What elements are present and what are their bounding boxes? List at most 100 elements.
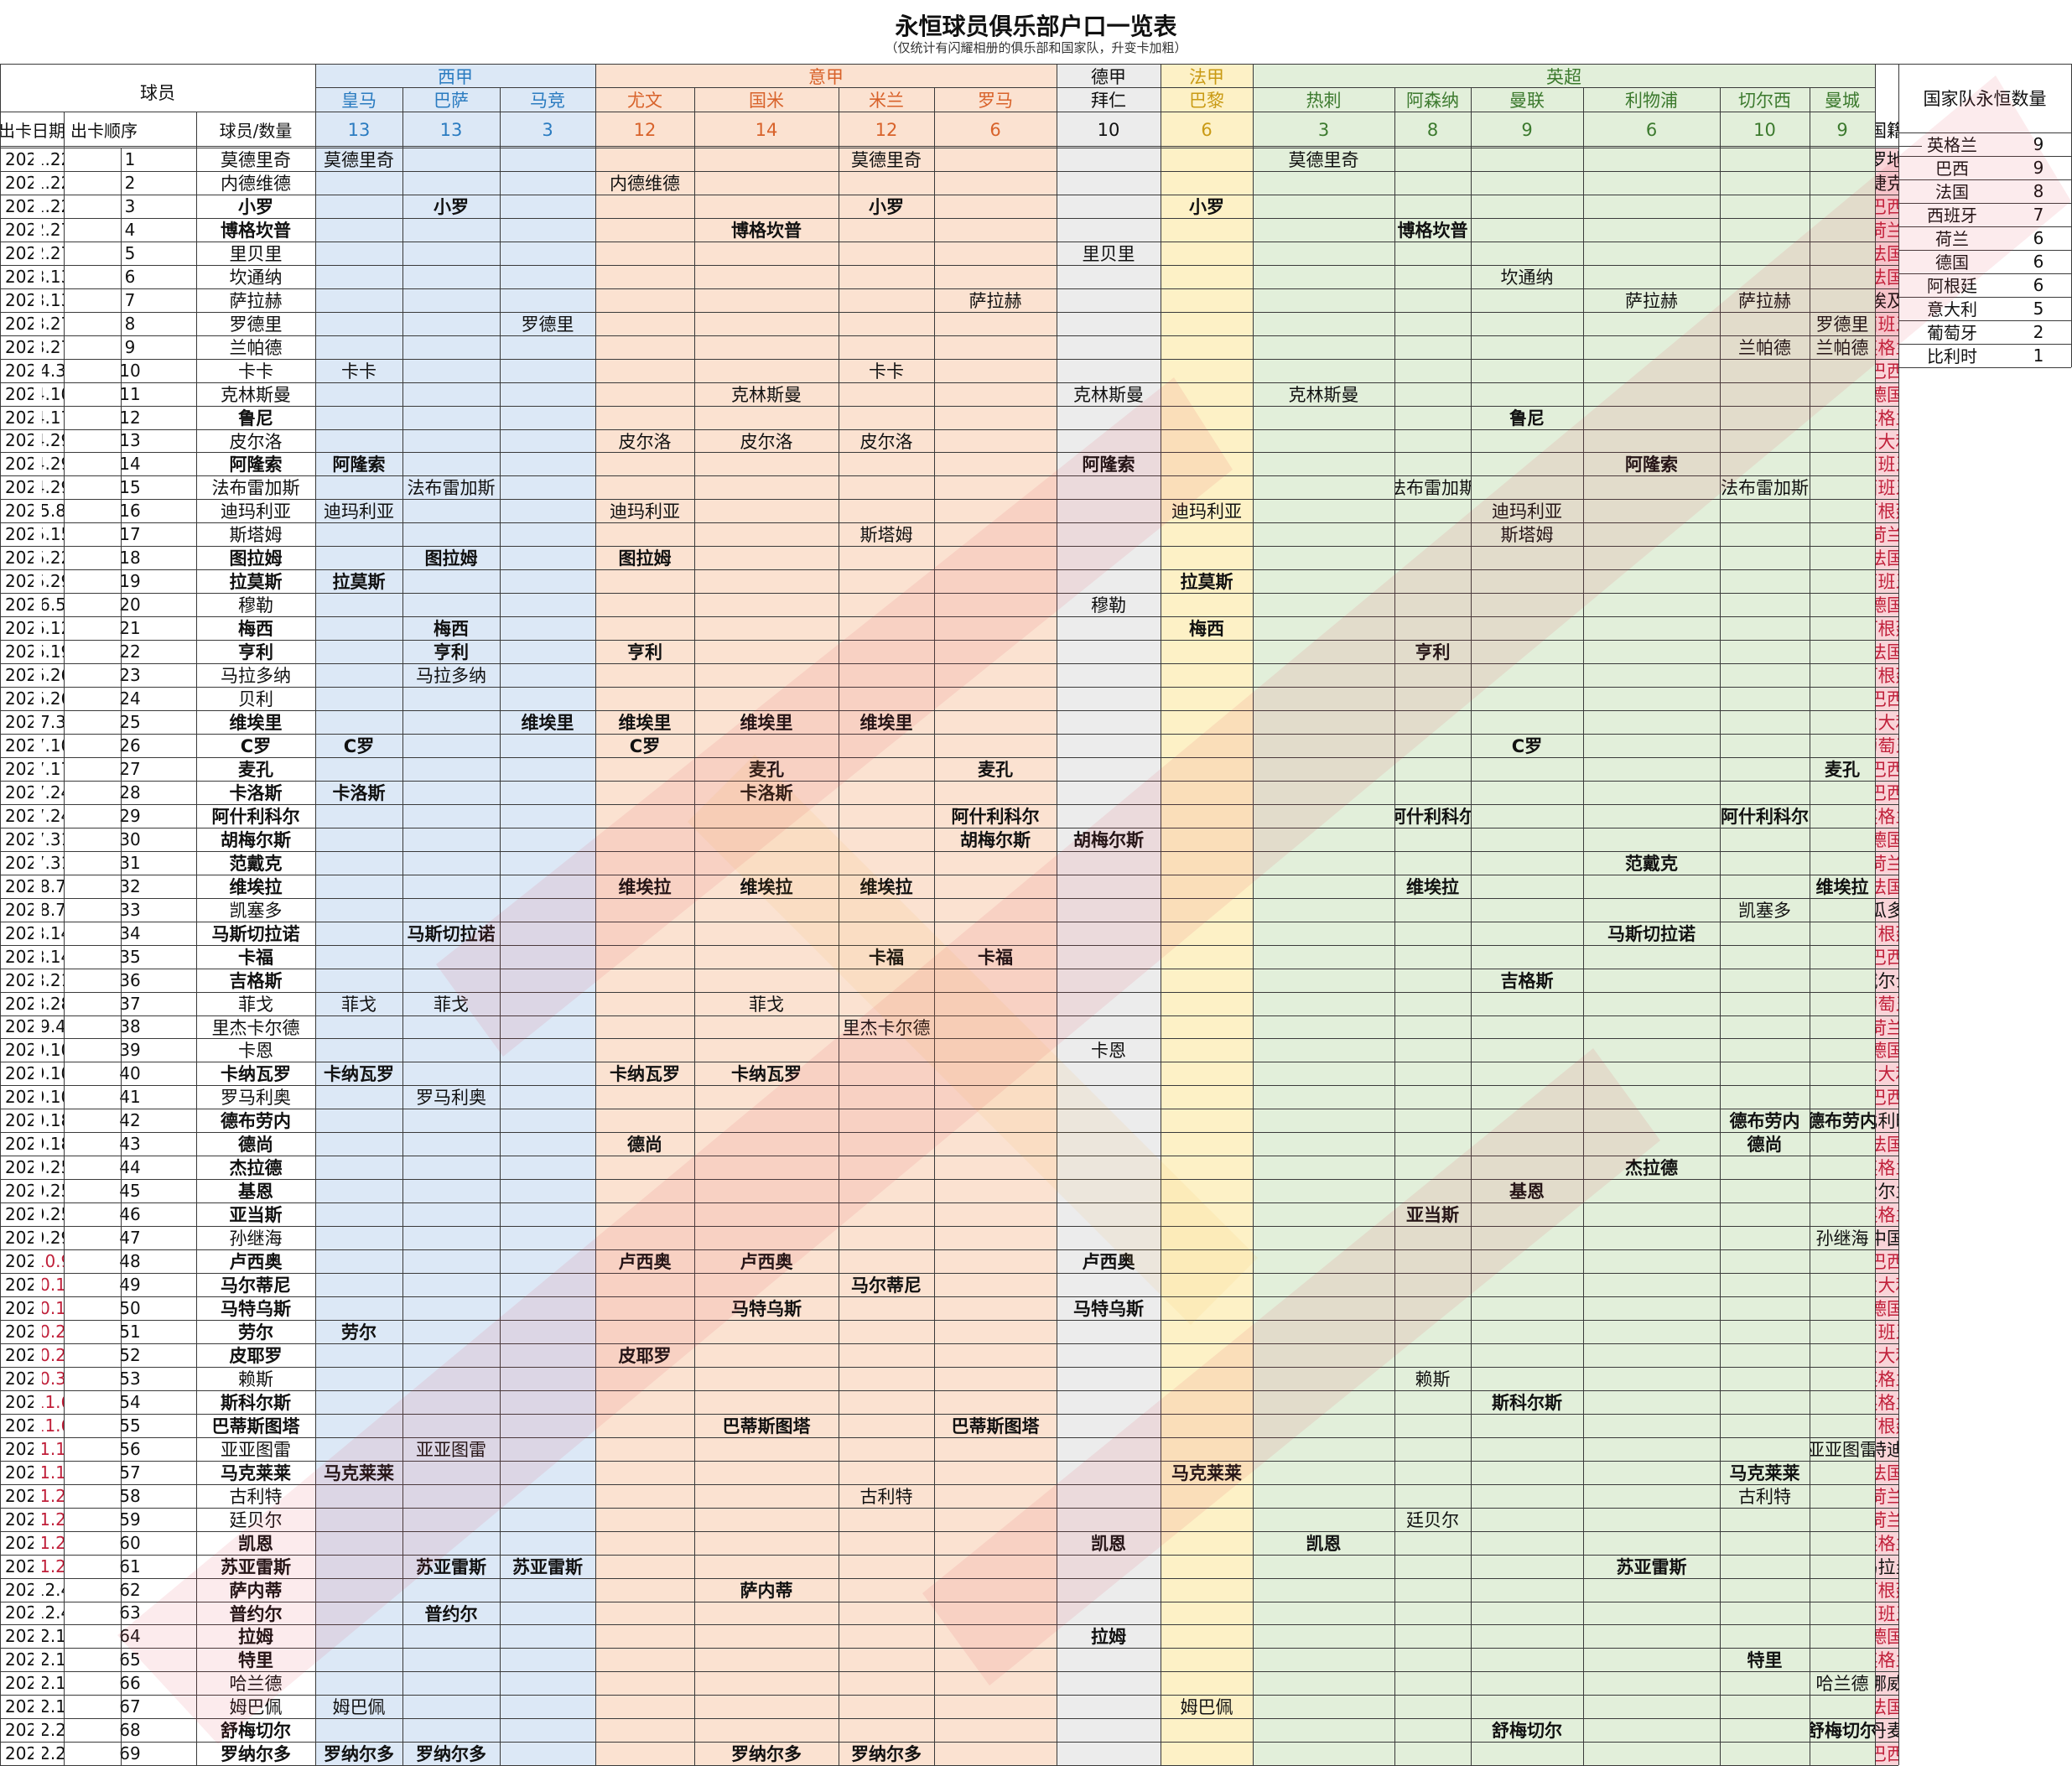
- grid-line: [1898, 156, 2071, 157]
- row-date: 4.17: [42, 407, 64, 428]
- row-player: 卡卡: [238, 361, 273, 382]
- row-player: 马特乌斯: [221, 1299, 291, 1320]
- grid-line: [1875, 65, 1876, 1766]
- club-entry: 克林斯曼: [1288, 384, 1359, 405]
- club-entry: 卡福: [869, 947, 904, 968]
- row-player: 凯塞多: [229, 900, 283, 921]
- row-date: 3.13: [42, 289, 64, 310]
- club-entry: 姆巴佩: [332, 1697, 386, 1718]
- row-player: 马克莱莱: [221, 1462, 291, 1483]
- grid-line: [1898, 344, 2071, 345]
- row-order: 15: [119, 477, 141, 498]
- row-order: 55: [119, 1415, 141, 1436]
- grid-line: [0, 1578, 1898, 1579]
- club-entry: 内德维德: [610, 173, 680, 194]
- row-player: 范戴克: [229, 853, 283, 874]
- row-player: 罗马利奥: [221, 1088, 291, 1109]
- club-count-12: 9: [1521, 119, 1533, 140]
- row-date: 8.14: [42, 946, 64, 967]
- club-entry: 维埃拉: [1815, 876, 1869, 897]
- row-player: 皮尔洛: [229, 431, 283, 452]
- club-entry: 亚当斯: [1406, 1205, 1459, 1226]
- club-count-4: 12: [633, 119, 657, 140]
- club-entry: 姆巴佩: [1180, 1697, 1233, 1718]
- row-date: 9.25: [42, 1204, 64, 1225]
- grid-line: [0, 218, 1898, 219]
- club-entry: 范戴克: [1625, 853, 1678, 874]
- nation-table-count: 9: [2033, 157, 2044, 178]
- row-date: 8.28: [42, 993, 64, 1014]
- club-name-13: 利物浦: [1625, 90, 1678, 111]
- row-order: 7: [124, 289, 136, 310]
- row-order: 43: [119, 1134, 141, 1155]
- row-player: 杰拉德: [229, 1158, 283, 1179]
- row-nationality: 荷兰: [1875, 220, 1898, 241]
- grid-line: [0, 65, 1, 1766]
- row-order: 28: [119, 782, 141, 802]
- club-entry: 萨拉赫: [968, 290, 1022, 311]
- grid-line: [0, 522, 1898, 523]
- row-nationality: 巴西: [1875, 361, 1898, 382]
- club-entry: 凯恩: [1091, 1533, 1126, 1554]
- row-date: 10.16: [42, 1275, 64, 1296]
- grid-line: [0, 265, 1898, 266]
- grid-line: [0, 1437, 1898, 1438]
- row-nationality: 埃及: [1875, 290, 1898, 311]
- row-order: 40: [119, 1063, 141, 1084]
- row-date: 4.29: [42, 454, 64, 475]
- row-date: 10.23: [42, 1344, 64, 1365]
- club-entry: 斯塔姆: [859, 525, 913, 546]
- club-entry: 罗纳尔多: [324, 1744, 394, 1765]
- row-date: 5.22: [42, 548, 64, 569]
- row-date: 11.27: [42, 1556, 64, 1576]
- club-entry: 里杰卡尔德: [842, 1017, 931, 1038]
- row-nationality: 英格兰: [1875, 1533, 1898, 1554]
- row-order: 24: [119, 688, 141, 709]
- row-order: 49: [119, 1275, 141, 1296]
- row-date: 7.24: [42, 805, 64, 826]
- club-entry: 维埃里: [740, 713, 793, 734]
- grid-line: [0, 1320, 1898, 1321]
- club-entry: 德布劳内: [1729, 1111, 1800, 1132]
- row-order: 66: [119, 1673, 141, 1694]
- nation-table-count: 7: [2033, 204, 2044, 225]
- club-entry: 阿隆索: [332, 454, 386, 475]
- row-order: 42: [119, 1110, 141, 1131]
- club-entry: 迪玛利亚: [1171, 501, 1242, 522]
- club-entry: 小罗: [869, 196, 904, 217]
- club-entry: 图拉姆: [618, 548, 672, 569]
- club-entry: 卢西奥: [740, 1252, 793, 1273]
- grid-line: [1898, 250, 2071, 251]
- row-order: 69: [119, 1743, 141, 1764]
- player-count-header: 球员/数量: [219, 121, 293, 141]
- grid-line: [0, 1484, 1898, 1485]
- band-bundesliga: [1057, 65, 1161, 1766]
- nation-table-count: 6: [2033, 251, 2044, 272]
- row-date: 6.26: [42, 688, 64, 709]
- club-count-3: 3: [542, 119, 553, 140]
- row-player: 亚当斯: [229, 1205, 283, 1226]
- row-nationality: 巴西: [1875, 947, 1898, 968]
- club-count-14: 10: [1753, 119, 1776, 140]
- club-entry: 梅西: [1189, 619, 1224, 640]
- row-nationality: 西班牙: [1875, 572, 1898, 593]
- club-name-11: 阿森纳: [1406, 90, 1459, 111]
- grid-line: [0, 1202, 1898, 1203]
- row-date: 12.25: [42, 1720, 64, 1741]
- row-player: 维埃里: [229, 713, 283, 734]
- row-nationality: 威尔士: [1875, 970, 1898, 991]
- club-entry: 卡福: [978, 947, 1013, 968]
- row-nationality: 英格兰: [1875, 1650, 1898, 1671]
- row-player: 菲戈: [238, 994, 273, 1015]
